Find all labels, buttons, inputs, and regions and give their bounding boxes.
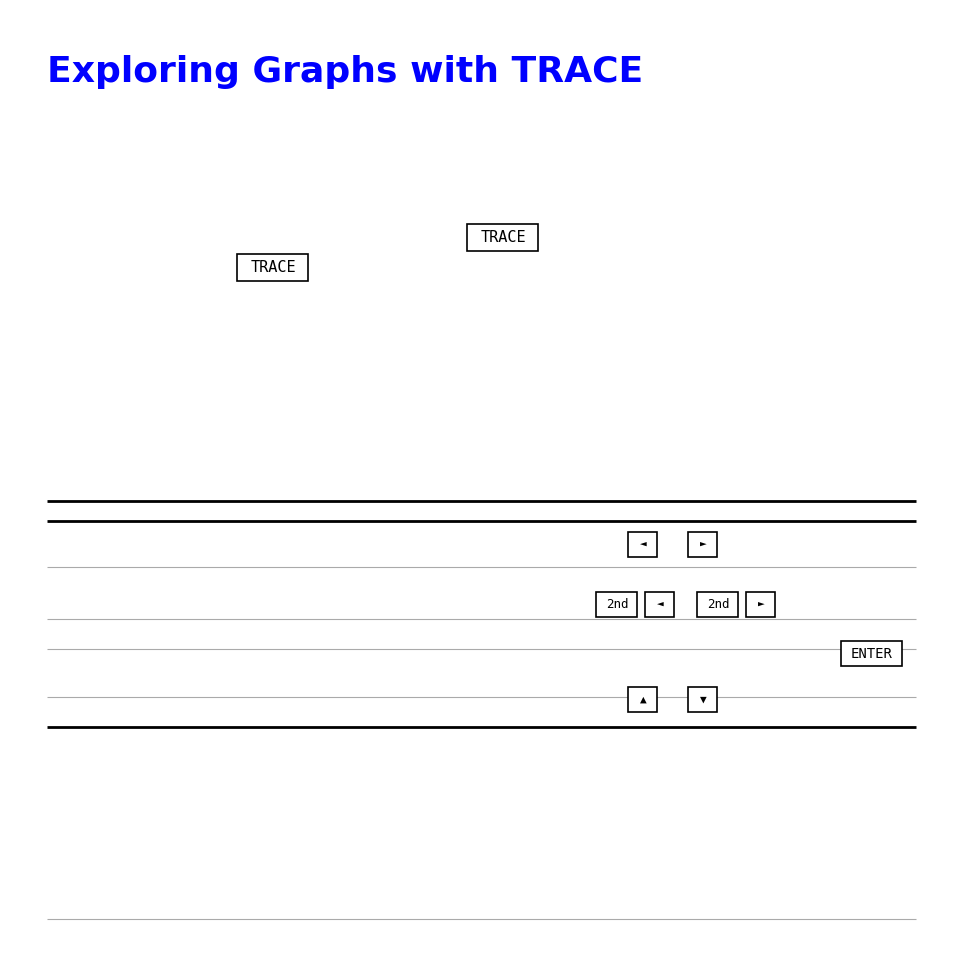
FancyBboxPatch shape	[628, 687, 657, 712]
Text: ◄: ◄	[656, 599, 662, 609]
FancyBboxPatch shape	[645, 592, 674, 617]
Text: ▼: ▼	[699, 695, 705, 704]
FancyBboxPatch shape	[596, 592, 637, 617]
FancyBboxPatch shape	[628, 532, 657, 557]
FancyBboxPatch shape	[688, 532, 717, 557]
Text: ◄: ◄	[639, 539, 646, 550]
Text: 2nd: 2nd	[706, 598, 728, 611]
Text: ►: ►	[757, 599, 763, 609]
Text: TRACE: TRACE	[479, 231, 525, 245]
FancyBboxPatch shape	[237, 254, 308, 281]
Text: TRACE: TRACE	[250, 260, 295, 275]
FancyBboxPatch shape	[688, 687, 717, 712]
Text: ►: ►	[699, 539, 705, 550]
Text: Exploring Graphs with TRACE: Exploring Graphs with TRACE	[47, 55, 642, 89]
FancyBboxPatch shape	[697, 592, 738, 617]
Text: 2nd: 2nd	[605, 598, 628, 611]
Text: ENTER: ENTER	[850, 646, 892, 660]
FancyBboxPatch shape	[745, 592, 775, 617]
Text: ▲: ▲	[639, 695, 646, 704]
FancyBboxPatch shape	[467, 224, 537, 252]
FancyBboxPatch shape	[841, 640, 902, 666]
